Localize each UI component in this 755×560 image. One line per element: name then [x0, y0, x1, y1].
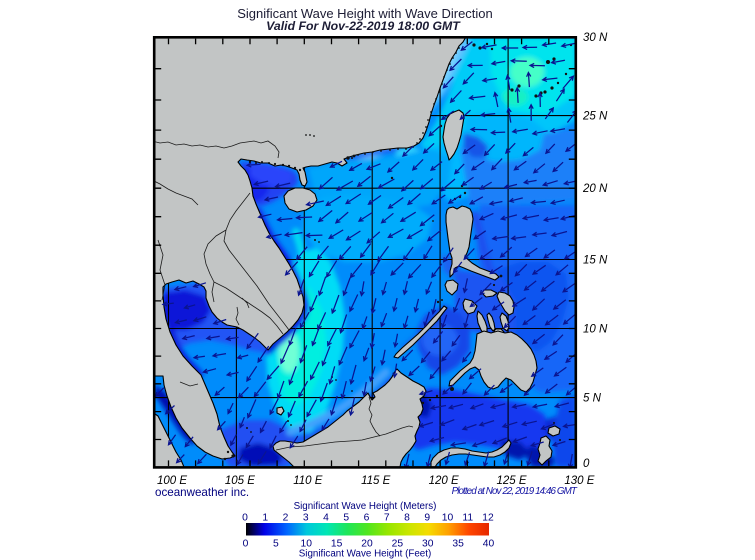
svg-text:10 N: 10 N	[583, 324, 608, 336]
svg-text:10: 10	[442, 513, 454, 524]
svg-text:105 E: 105 E	[225, 475, 255, 487]
svg-text:1: 1	[262, 513, 268, 524]
svg-text:125 E: 125 E	[496, 475, 526, 487]
svg-text:120 E: 120 E	[429, 475, 459, 487]
svg-text:115 E: 115 E	[361, 475, 391, 487]
svg-text:35: 35	[452, 539, 464, 550]
svg-text:oceanweather inc.: oceanweather inc.	[155, 486, 249, 499]
svg-text:40: 40	[483, 539, 495, 550]
svg-text:20: 20	[361, 539, 373, 550]
svg-text:Significant Wave Height (Feet): Significant Wave Height (Feet)	[299, 549, 432, 560]
svg-text:15 N: 15 N	[583, 255, 608, 267]
svg-text:100 E: 100 E	[157, 475, 187, 487]
svg-text:Plotted at Nov 22, 2019 14:46: Plotted at Nov 22, 2019 14:46 GMT	[452, 486, 578, 497]
svg-text:4: 4	[323, 513, 329, 524]
svg-text:Significant Wave Height with W: Significant Wave Height with Wave Direct…	[237, 6, 493, 21]
svg-text:5: 5	[343, 513, 349, 524]
svg-text:Valid For Nov-22-2019 18:00 GM: Valid For Nov-22-2019 18:00 GMT	[266, 19, 461, 33]
svg-text:9: 9	[424, 513, 430, 524]
svg-text:0: 0	[583, 458, 590, 470]
svg-text:2: 2	[283, 513, 289, 524]
svg-text:5 N: 5 N	[583, 393, 602, 405]
svg-text:12: 12	[482, 513, 494, 524]
svg-text:0: 0	[243, 539, 249, 550]
svg-text:25 N: 25 N	[582, 111, 608, 123]
svg-text:7: 7	[384, 513, 390, 524]
svg-text:25: 25	[392, 539, 404, 550]
svg-text:6: 6	[364, 513, 370, 524]
svg-text:3: 3	[303, 513, 309, 524]
svg-text:5: 5	[273, 539, 279, 550]
svg-text:30 N: 30 N	[583, 32, 608, 44]
svg-text:30: 30	[422, 539, 434, 550]
svg-text:0: 0	[242, 513, 248, 524]
svg-text:11: 11	[462, 513, 473, 524]
svg-text:Significant Wave Height (Meter: Significant Wave Height (Meters)	[294, 501, 437, 512]
svg-text:20 N: 20 N	[582, 183, 608, 195]
svg-text:10: 10	[301, 539, 313, 550]
svg-text:8: 8	[404, 513, 410, 524]
svg-text:110 E: 110 E	[293, 475, 323, 487]
svg-text:130 E: 130 E	[564, 475, 594, 487]
svg-text:15: 15	[331, 539, 343, 550]
